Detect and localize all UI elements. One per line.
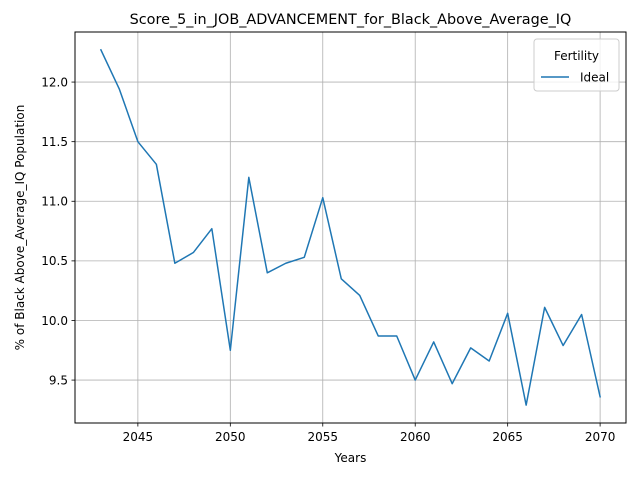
y-tick-label: 11.0	[41, 195, 68, 209]
legend: Fertility Ideal	[533, 38, 620, 92]
legend-title: Fertility	[554, 49, 599, 63]
y-axis-label: % of Black Above_Average_IQ Population	[13, 105, 27, 351]
y-tick-label: 10.0	[41, 314, 68, 328]
y-axis: 9.5 10.0 10.5 11.0 11.5 12.0	[41, 75, 75, 387]
series-layer	[99, 48, 602, 406]
plot-area-frame	[74, 31, 627, 424]
x-tick-label: 2070	[585, 430, 616, 444]
x-tick-label: 2055	[307, 430, 338, 444]
y-tick-label: 9.5	[49, 373, 68, 387]
x-axis: 2045 2050 2055 2060 2065 2070	[123, 423, 616, 444]
x-tick-label: 2045	[123, 430, 154, 444]
x-axis-label: Years	[334, 451, 367, 465]
x-tick-label: 2065	[492, 430, 523, 444]
grid	[75, 32, 626, 423]
y-tick-label: 10.5	[41, 254, 68, 268]
x-tick-label: 2050	[215, 430, 246, 444]
legend-box	[533, 38, 620, 92]
y-tick-label: 12.0	[41, 75, 68, 89]
y-tick-label: 11.5	[41, 135, 68, 149]
x-tick-label: 2060	[400, 430, 431, 444]
legend-entry-label: Ideal	[580, 71, 609, 85]
chart-title: Score_5_in_JOB_ADVANCEMENT_for_Black_Abo…	[130, 12, 572, 28]
series-line-ideal	[99, 48, 602, 406]
